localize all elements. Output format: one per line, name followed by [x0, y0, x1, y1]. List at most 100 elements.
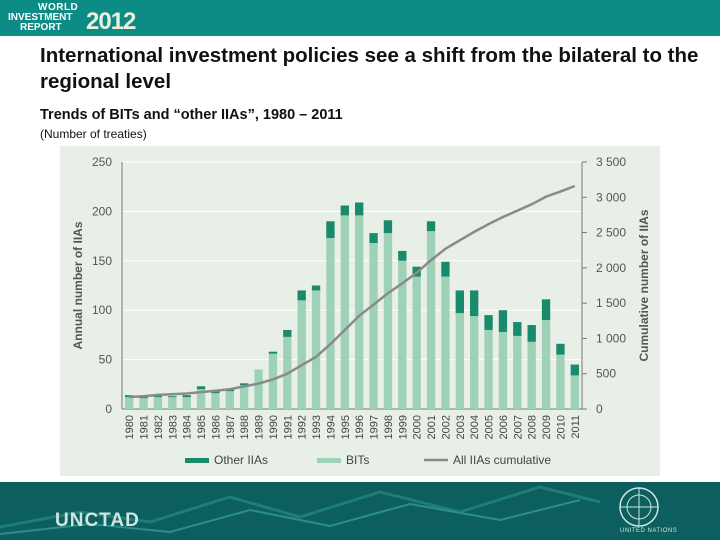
bar-bits — [412, 276, 421, 409]
x-tick-label: 1995 — [340, 415, 352, 439]
bar-bits — [455, 313, 464, 409]
bar-other-iias — [398, 250, 407, 261]
bar-other-iias — [153, 395, 163, 398]
legend-label-cumulative: All IIAs cumulative — [453, 453, 551, 467]
x-tick-label: 1996 — [354, 415, 366, 439]
bar-bits — [441, 276, 450, 409]
y-tick-label: 250 — [92, 155, 112, 169]
x-tick-label: 1984 — [182, 415, 194, 439]
x-tick-label: 1991 — [282, 415, 294, 439]
bar-other-iias — [355, 202, 364, 216]
y-tick-label: 200 — [92, 204, 112, 218]
x-tick-label: 2011 — [570, 415, 582, 439]
bar-bits — [426, 231, 436, 409]
bar-other-iias — [369, 233, 378, 244]
bar-other-iias — [196, 386, 206, 390]
un-emblem-text: UNITED NATIONS — [620, 528, 678, 534]
y2-tick-label: 2 000 — [596, 261, 626, 275]
bar-bits — [383, 233, 393, 409]
x-tick-label: 2003 — [455, 415, 467, 439]
bar-other-iias — [182, 395, 191, 398]
x-tick-label: 2000 — [412, 415, 424, 439]
y-tick-label: 150 — [92, 254, 112, 268]
unctad-logo: UNCTAD — [55, 510, 140, 531]
y2-tick-label: 2 500 — [596, 226, 626, 240]
bar-bits — [225, 391, 234, 409]
bar-other-iias — [326, 221, 335, 239]
legend-swatch-other-iias — [185, 458, 209, 463]
y2-tick-label: 500 — [596, 367, 616, 381]
page-title: International investment policies see a … — [40, 44, 699, 93]
x-tick-label: 2007 — [512, 415, 524, 439]
x-tick-label: 1988 — [239, 415, 251, 439]
bar-other-iias — [470, 290, 479, 317]
bar-bits — [240, 385, 249, 409]
bar-other-iias — [441, 261, 450, 277]
bar-other-iias — [556, 343, 565, 355]
bar-bits — [355, 215, 364, 409]
bar-bits — [153, 397, 163, 409]
y2-axis-title: Cumulative number of IIAs — [637, 209, 651, 361]
footer-decoration — [0, 485, 601, 535]
bar-bits — [541, 320, 551, 409]
x-tick-label: 1983 — [167, 415, 179, 439]
x-tick-label: 1982 — [153, 415, 165, 439]
x-tick-label: 1987 — [225, 415, 237, 439]
x-tick-label: 2004 — [469, 415, 481, 439]
bar-other-iias — [340, 205, 349, 216]
bar-other-iias — [570, 364, 579, 376]
x-tick-label: 2002 — [440, 415, 452, 439]
x-tick-label: 1998 — [383, 415, 395, 439]
bar-bits — [527, 341, 536, 409]
bar-bits — [340, 215, 349, 409]
bar-other-iias — [283, 329, 292, 337]
bar-other-iias — [541, 299, 551, 321]
bar-other-iias — [268, 351, 278, 354]
x-tick-label: 2001 — [426, 415, 438, 439]
x-tick-label: 1981 — [139, 415, 151, 439]
chart-title: Trends of BITs and “other IIAs”, 1980 – … — [40, 107, 343, 123]
x-tick-label: 2006 — [498, 415, 510, 439]
y-axis-title: Annual number of IIAs — [71, 221, 85, 349]
bar-bits — [268, 353, 278, 409]
bar-other-iias — [211, 391, 220, 394]
logo-line-investment: INVESTMENT — [8, 12, 73, 23]
chart-panel: 0 50 100 150 200 250 0 500 1 000 1 500 2 000 2 500 3… — [60, 146, 660, 476]
logo-year: 2012 — [86, 8, 136, 35]
chart-subtitle: (Number of treaties) — [40, 127, 147, 141]
x-tick-label: 2008 — [527, 415, 539, 439]
x-tick-label: 1999 — [397, 415, 409, 439]
y2-tick-label: 3 000 — [596, 190, 626, 204]
y2-tick-label: 0 — [596, 402, 603, 416]
bar-bits — [470, 316, 479, 409]
header-bar: WORLD INVESTMENT REPORT 2012 — [0, 0, 720, 36]
bar-other-iias — [455, 290, 464, 314]
bar-other-iias — [168, 396, 177, 398]
bar-bits — [398, 260, 407, 409]
bar-bits — [326, 238, 335, 409]
bar-bits — [556, 354, 565, 409]
x-tick-label: 1986 — [210, 415, 222, 439]
bar-bits — [311, 290, 321, 409]
bar-bits — [498, 331, 508, 409]
bar-other-iias — [311, 285, 321, 291]
footer-bar: UNCTAD UNITED NATIONS — [0, 482, 720, 540]
x-tick-label: 2009 — [541, 415, 553, 439]
bar-other-iias — [484, 315, 493, 330]
bar-bits — [570, 375, 579, 409]
x-tick-label: 1992 — [297, 415, 309, 439]
legend-label-bits: BITs — [346, 453, 369, 467]
bar-bits — [139, 398, 148, 409]
bar-other-iias — [527, 325, 536, 342]
x-tick-label: 1985 — [196, 415, 208, 439]
x-tick-label: 1980 — [124, 415, 136, 439]
bar-other-iias — [426, 221, 436, 232]
x-tick-label: 1994 — [325, 415, 337, 439]
bar-bits — [182, 397, 191, 409]
x-tick-label: 1990 — [268, 415, 280, 439]
legend-label-other-iias: Other IIAs — [214, 453, 268, 467]
bar-bits — [211, 393, 220, 409]
y2-tick-label: 1 000 — [596, 331, 626, 345]
x-tick-label: 2010 — [555, 415, 567, 439]
bar-bits — [168, 397, 177, 409]
